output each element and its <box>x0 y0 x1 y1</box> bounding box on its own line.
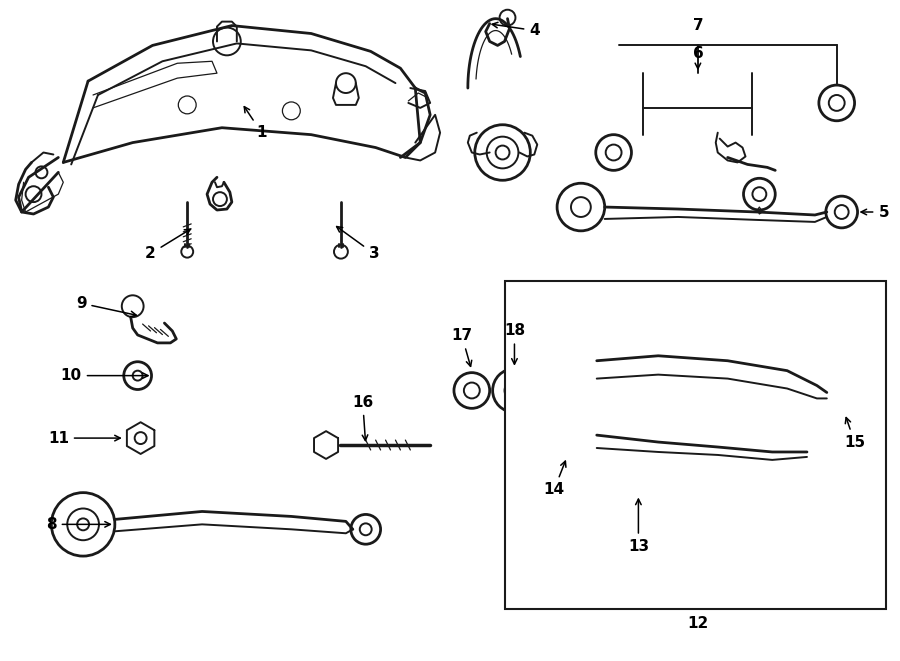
Text: 5: 5 <box>861 204 889 219</box>
Text: 3: 3 <box>337 227 379 261</box>
Text: 2: 2 <box>145 229 190 261</box>
Text: 8: 8 <box>46 517 111 532</box>
Text: 15: 15 <box>844 418 865 449</box>
Text: 4: 4 <box>492 22 540 38</box>
Text: 12: 12 <box>688 616 708 631</box>
Text: 13: 13 <box>628 499 649 554</box>
Text: 1: 1 <box>244 106 266 140</box>
Text: 11: 11 <box>48 430 121 446</box>
Text: 16: 16 <box>352 395 374 440</box>
Text: 17: 17 <box>451 329 472 366</box>
Text: 9: 9 <box>76 295 136 317</box>
Text: 10: 10 <box>60 368 148 383</box>
Text: 7: 7 <box>693 18 703 33</box>
Text: 18: 18 <box>504 323 525 364</box>
Bar <box>505 282 886 609</box>
Text: 14: 14 <box>544 461 566 497</box>
Text: 6: 6 <box>692 46 703 69</box>
